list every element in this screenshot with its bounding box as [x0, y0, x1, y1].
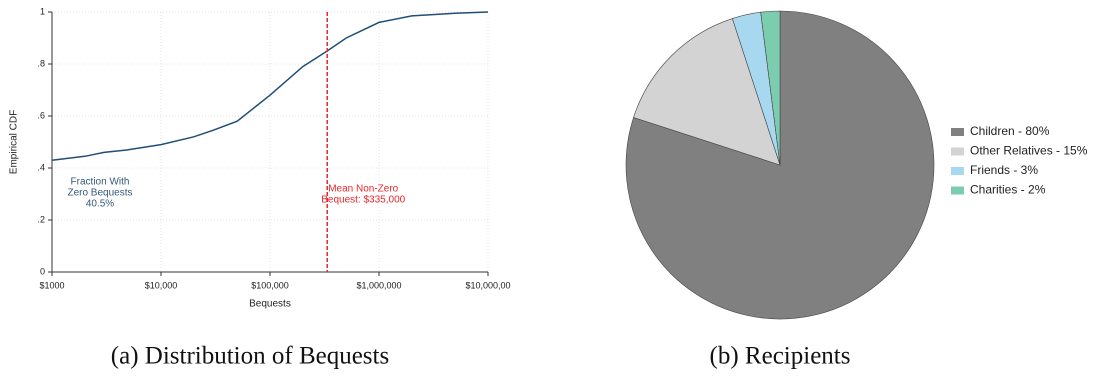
legend-label: Friends - 3%	[970, 163, 1038, 177]
x-axis-label: Bequests	[249, 299, 291, 310]
legend-swatch	[951, 167, 964, 175]
y-tick-label: 1	[40, 6, 45, 16]
x-tick-label: $100,000	[251, 280, 289, 290]
legend-swatch	[951, 186, 964, 195]
legend-label: Charities - 2%	[970, 183, 1046, 197]
y-tick-label: .8	[37, 58, 45, 68]
pie-slice	[633, 18, 781, 166]
legend-label: Children - 80%	[970, 124, 1050, 138]
annotation: Bequest: $335,000	[321, 195, 405, 206]
y-axis-label: Empirical CDF	[9, 110, 20, 174]
x-tick-label: $1000	[39, 280, 64, 290]
caption: (a) Distribution of Bequests	[111, 343, 389, 370]
x-tick-label: $10,000,00	[465, 280, 510, 290]
y-tick-label: .6	[37, 110, 45, 120]
pie-slice	[760, 10, 781, 166]
legend-label: Other Relatives - 15%	[970, 144, 1088, 158]
annotation: 40.5%	[86, 199, 114, 210]
x-tick-label: $1,000,000	[356, 280, 401, 290]
y-tick-label: 0	[40, 266, 45, 276]
annotation: Fraction With	[71, 177, 130, 188]
legend-swatch	[951, 147, 964, 156]
legend-swatch	[951, 128, 964, 136]
caption: (b) Recipients	[710, 343, 851, 370]
y-tick-label: .2	[37, 214, 45, 224]
x-tick-label: $10,000	[145, 280, 178, 290]
annotation: Mean Non-Zero	[328, 184, 398, 195]
y-tick-label: .4	[37, 162, 45, 172]
annotation: Zero Bequests	[67, 188, 132, 199]
cdf-line	[51, 11, 489, 161]
